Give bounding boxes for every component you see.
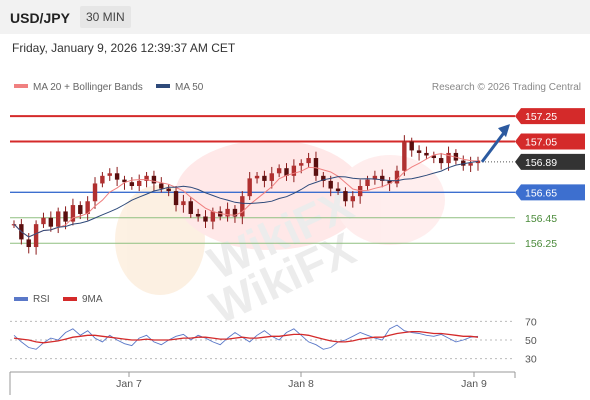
level-label: 156.25 (525, 238, 557, 250)
candle-body (402, 141, 407, 171)
candle-body (100, 175, 105, 184)
candle-body (181, 201, 186, 206)
level-price-tag (515, 108, 585, 125)
candle-body (424, 152, 429, 156)
candle-body (247, 178, 252, 197)
candle-body (225, 208, 230, 217)
x-tick-label: Jan 9 (461, 378, 487, 390)
candle-body (446, 152, 451, 164)
candle-body (122, 179, 127, 183)
rsi-tick-label: 70 (525, 316, 537, 328)
x-tick-label: Jan 8 (288, 378, 314, 390)
rsi-tick-label: 50 (525, 335, 537, 347)
candle-body (195, 213, 201, 217)
candle-body (313, 158, 319, 176)
rsi-ma-line (13, 330, 479, 344)
candle-body (210, 211, 216, 222)
candle-body (70, 205, 76, 222)
candle-body (166, 188, 171, 192)
forecast-arrow-head (498, 124, 510, 138)
ma50-line (13, 160, 479, 238)
candle-body (438, 158, 444, 164)
rsi-legend-swatch (14, 297, 28, 301)
candle-body (240, 196, 245, 217)
candle-body (343, 191, 348, 202)
forecast-arrow-shaft (480, 129, 508, 163)
candle-body (55, 211, 61, 227)
candle-body (254, 175, 260, 179)
price-plot: 157.25 157.05 156.89 156.65 156.45 156.25 (10, 108, 585, 255)
candle-body (114, 173, 120, 180)
candle-body (137, 180, 142, 186)
candle-body (203, 216, 208, 222)
level-price-tag (515, 133, 585, 150)
ma9-legend-label: 9MA (82, 294, 103, 305)
x-tick-label: Jan 7 (116, 378, 142, 390)
level-label: 157.25 (525, 111, 557, 123)
candle-body (63, 211, 68, 222)
candle-body (262, 175, 267, 181)
candle-body (299, 163, 304, 166)
candle-body (269, 173, 274, 181)
ma50-legend-swatch (156, 84, 170, 88)
candle-body (129, 182, 135, 186)
candle-body (33, 224, 39, 248)
candle-body (173, 191, 179, 206)
level-label: 157.05 (525, 137, 557, 149)
level-label: 156.89 (525, 157, 557, 169)
candle-body (188, 201, 193, 214)
credit-text: Research © 2026 Trading Central (432, 82, 581, 93)
candle-body (394, 170, 400, 184)
candle-body (350, 196, 355, 202)
level-label: 156.65 (525, 187, 557, 199)
time-axis: Jan 7 Jan 8 Jan 9 (9, 371, 516, 395)
timeframe-badge[interactable]: 30 MIN (80, 6, 131, 28)
candle-body (232, 208, 238, 217)
timestamp: Friday, January 9, 2026 12:39:37 AM CET (12, 41, 236, 55)
candle-body (78, 205, 83, 214)
candle-body (431, 155, 437, 159)
candle-body (365, 179, 370, 186)
ma20-legend-swatch (14, 84, 28, 88)
candle-body (372, 175, 378, 180)
currency-pair-title: USD/JPY (10, 10, 70, 26)
candle-body (468, 163, 473, 166)
watermark-blob (115, 185, 205, 295)
ma20-line (13, 153, 479, 238)
candle-body (291, 165, 297, 176)
rsi-plot: 30 50 70 (10, 316, 537, 366)
candle-body (48, 217, 54, 227)
candle-body (107, 173, 112, 176)
ma20-legend-label: MA 20 + Bollinger Bands (33, 82, 143, 93)
candle-body (321, 175, 326, 181)
candle-body (461, 160, 466, 166)
rsi-legend-label: RSI (33, 294, 50, 305)
candle-body (328, 180, 333, 189)
candle-body (409, 141, 414, 151)
candle-body (85, 201, 90, 214)
level-price-tag (515, 153, 585, 170)
level-price-tag (515, 184, 585, 201)
candle-body (284, 168, 289, 176)
candle-body (387, 180, 392, 184)
rsi-tick-label: 30 (525, 354, 537, 366)
candle-body (151, 175, 157, 184)
candle-body (416, 150, 422, 153)
ma50-legend-label: MA 50 (175, 82, 204, 93)
candle-body (380, 175, 385, 181)
rsi-line (13, 324, 479, 350)
ma9-legend-swatch (63, 297, 77, 301)
candle-body (92, 183, 98, 202)
level-label: 156.45 (525, 213, 557, 225)
candle-body (306, 158, 311, 164)
candle-body (144, 175, 149, 181)
candle-body (26, 239, 31, 248)
candle-body (276, 168, 282, 174)
candle-body (159, 183, 164, 189)
candle-body (41, 217, 46, 225)
candle-body (335, 188, 341, 192)
